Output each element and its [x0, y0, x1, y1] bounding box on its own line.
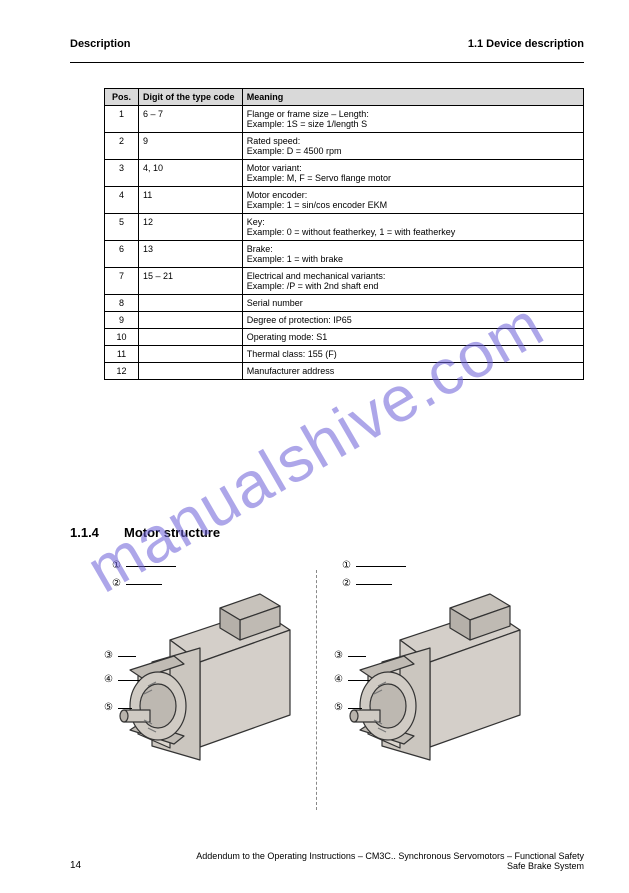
- footer-line1: Addendum to the Operating Instructions –…: [196, 851, 584, 861]
- table-row: 512Key:Example: 0 = without featherkey, …: [105, 214, 584, 241]
- cell-meaning: Degree of protection: IP65: [242, 312, 583, 329]
- typecode-table: Pos. Digit of the type code Meaning 16 –…: [104, 88, 584, 380]
- cell-pos: 6: [105, 241, 139, 268]
- cell-meaning: Motor variant:Example: M, F = Servo flan…: [242, 160, 583, 187]
- cell-pos: 12: [105, 363, 139, 380]
- section-number: 1.1.4: [70, 525, 99, 540]
- table-row: 8 Serial number: [105, 295, 584, 312]
- cell-digit: 11: [138, 187, 242, 214]
- cell-digit: 6 – 7: [138, 106, 242, 133]
- table-row: 613Brake:Example: 1 = with brake: [105, 241, 584, 268]
- cell-meaning: Rated speed:Example: D = 4500 rpm: [242, 133, 583, 160]
- section-title: Motor structure: [124, 525, 220, 540]
- cell-pos: 11: [105, 346, 139, 363]
- cell-meaning: Thermal class: 155 (F): [242, 346, 583, 363]
- cell-meaning: Operating mode: S1: [242, 329, 583, 346]
- cell-pos: 3: [105, 160, 139, 187]
- callout-r-4: ④: [334, 674, 343, 685]
- table-row: 29Rated speed:Example: D = 4500 rpm: [105, 133, 584, 160]
- cell-pos: 5: [105, 214, 139, 241]
- callout-line-r-2: [356, 584, 392, 585]
- cell-pos: 10: [105, 329, 139, 346]
- callout-line-r-3: [348, 656, 366, 657]
- cell-pos: 8: [105, 295, 139, 312]
- cell-digit: 15 – 21: [138, 268, 242, 295]
- motor-right: [340, 570, 540, 800]
- table-row: 12 Manufacturer address: [105, 363, 584, 380]
- cell-digit: [138, 312, 242, 329]
- cell-pos: 1: [105, 106, 139, 133]
- cell-pos: 4: [105, 187, 139, 214]
- th-meaning: Meaning: [242, 89, 583, 106]
- callout-r-2: ②: [342, 578, 351, 589]
- cell-meaning: Key:Example: 0 = without featherkey, 1 =…: [242, 214, 583, 241]
- callout-l-5: ⑤: [104, 702, 113, 713]
- th-pos: Pos.: [105, 89, 139, 106]
- callout-l-1: ①: [112, 560, 121, 571]
- th-digit: Digit of the type code: [138, 89, 242, 106]
- callout-line-l-3: [118, 656, 136, 657]
- table-row: 9 Degree of protection: IP65: [105, 312, 584, 329]
- cell-meaning: Motor encoder:Example: 1 = sin/cos encod…: [242, 187, 583, 214]
- callout-line-r-1: [356, 566, 406, 567]
- table-row: 10 Operating mode: S1: [105, 329, 584, 346]
- cell-meaning: Serial number: [242, 295, 583, 312]
- cell-meaning: Brake:Example: 1 = with brake: [242, 241, 583, 268]
- cell-pos: 7: [105, 268, 139, 295]
- top-rule: [70, 62, 584, 63]
- cell-digit: 13: [138, 241, 242, 268]
- callout-line-l-1: [126, 566, 176, 567]
- callout-line-l-4: [118, 680, 140, 681]
- motor-left: [110, 570, 310, 800]
- cell-digit: [138, 295, 242, 312]
- callout-l-2: ②: [112, 578, 121, 589]
- callout-r-1: ①: [342, 560, 351, 571]
- table-row: 11 Thermal class: 155 (F): [105, 346, 584, 363]
- callout-r-5: ⑤: [334, 702, 343, 713]
- callout-l-3: ③: [104, 650, 113, 661]
- callout-l-4: ④: [104, 674, 113, 685]
- cell-meaning: Electrical and mechanical variants:Examp…: [242, 268, 583, 295]
- header-right: 1.1 Device description: [468, 38, 584, 50]
- footer-reference: Addendum to the Operating Instructions –…: [196, 851, 584, 871]
- cell-digit: [138, 363, 242, 380]
- table-row: 715 – 21Electrical and mechanical varian…: [105, 268, 584, 295]
- callout-line-r-4: [348, 680, 370, 681]
- table-row: 411Motor encoder:Example: 1 = sin/cos en…: [105, 187, 584, 214]
- footer-line2: Safe Brake System: [196, 861, 584, 871]
- callout-r-3: ③: [334, 650, 343, 661]
- cell-digit: [138, 329, 242, 346]
- callout-line-l-5: [118, 708, 132, 709]
- figures-area: [100, 558, 590, 818]
- cell-pos: 9: [105, 312, 139, 329]
- figure-divider: [316, 570, 317, 810]
- cell-pos: 2: [105, 133, 139, 160]
- callout-line-l-2: [126, 584, 162, 585]
- cell-digit: 12: [138, 214, 242, 241]
- page-number: 14: [70, 860, 81, 871]
- header-left: Description: [70, 38, 131, 50]
- cell-digit: [138, 346, 242, 363]
- cell-meaning: Manufacturer address: [242, 363, 583, 380]
- table-row: 34, 10Motor variant:Example: M, F = Serv…: [105, 160, 584, 187]
- table-row: 16 – 7Flange or frame size – Length:Exam…: [105, 106, 584, 133]
- cell-meaning: Flange or frame size – Length:Example: 1…: [242, 106, 583, 133]
- cell-digit: 4, 10: [138, 160, 242, 187]
- cell-digit: 9: [138, 133, 242, 160]
- callout-line-r-5: [348, 708, 362, 709]
